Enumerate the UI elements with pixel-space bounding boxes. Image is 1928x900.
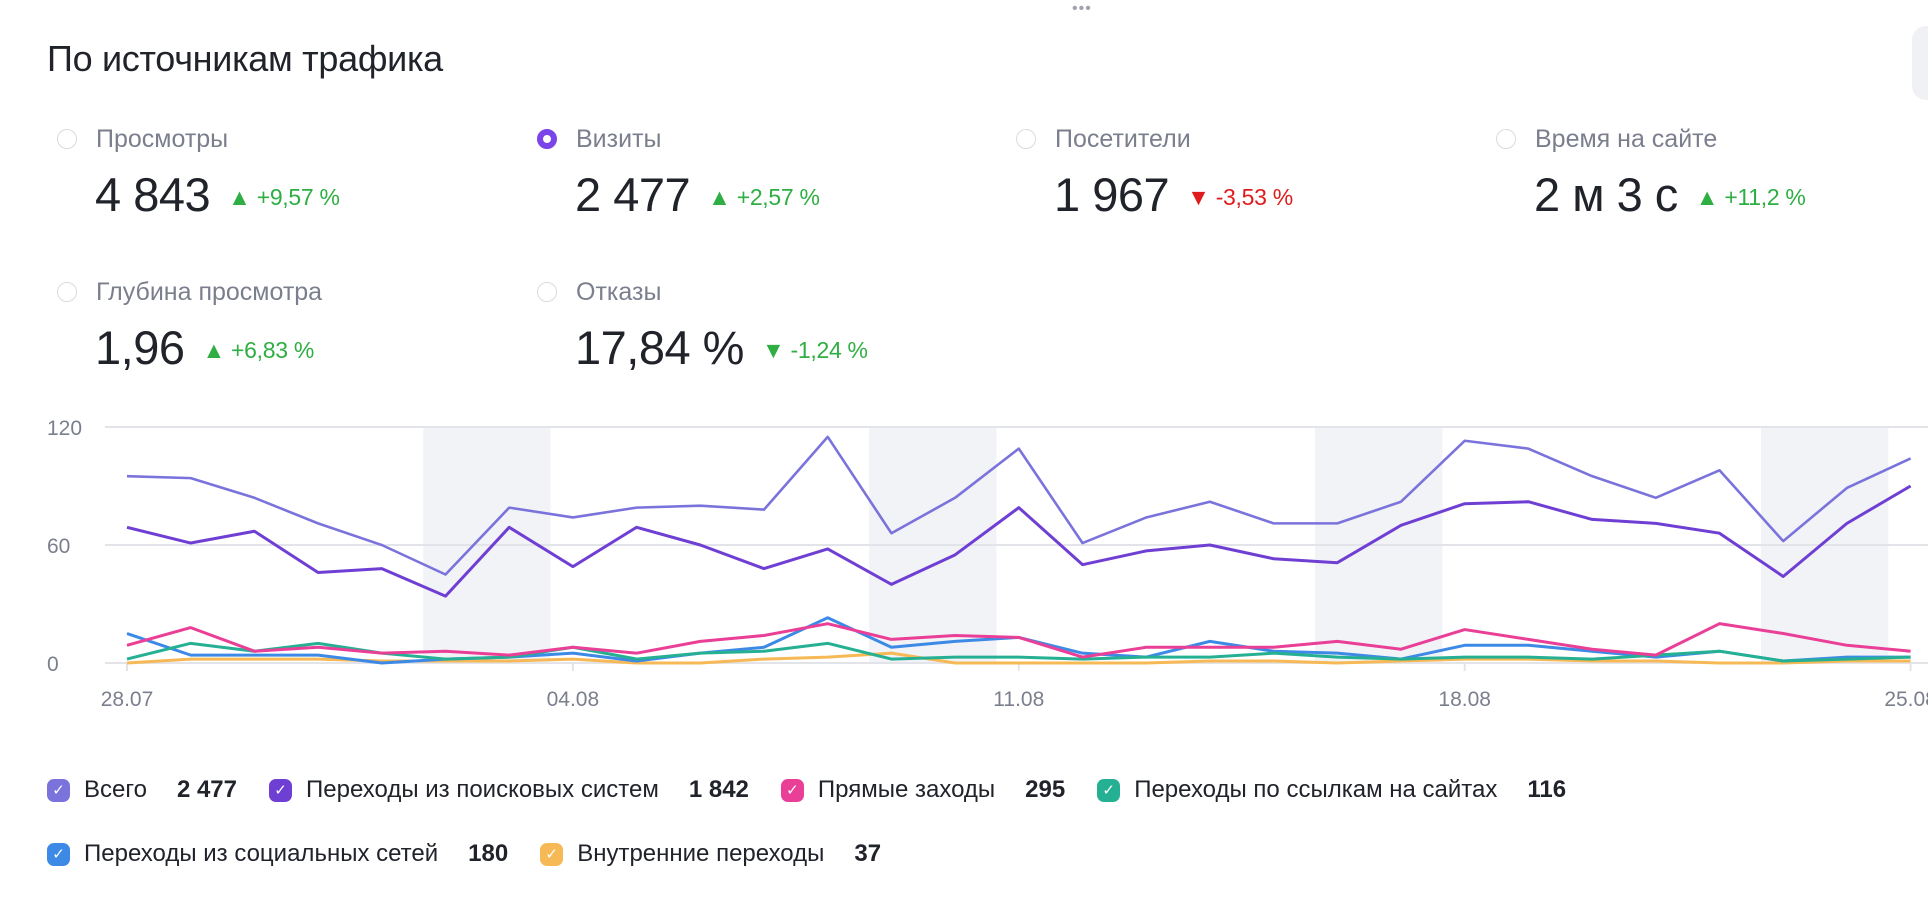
metric-label: Визиты [576,125,662,153]
legend-total: 37 [854,840,882,867]
metric-value-wrap: 17,84 % ▼ -1,24 % [575,320,868,375]
metric-radio[interactable] [1016,129,1036,149]
side-panel-button[interactable] [1912,26,1928,100]
legend-label: Всего [84,776,147,803]
metric-value-wrap: 2 477 ▲ +2,57 % [575,167,820,222]
metric-value-wrap: 2 м 3 с ▲ +11,2 % [1534,167,1806,222]
y-tick-label: 60 [47,535,70,558]
legend-total: 295 [1025,776,1066,803]
metric-value: 2 м 3 с [1534,168,1678,221]
legend-item[interactable]: ✓ Прямые заходы 295 [780,776,1066,804]
metric-value: 1 967 [1054,168,1170,221]
metric-change-value: -3,53 % [1215,184,1293,210]
legend-row: ✓ Переходы из социальных сетей 180 ✓ Внутрен… [47,840,913,868]
y-tick-label: 120 [47,417,82,440]
metric-change-value: +11,2 % [1724,184,1806,210]
metric-change: ▲ +9,57 % [228,184,340,210]
drag-handle[interactable]: ••• [1072,0,1092,17]
metric-label: Просмотры [96,125,229,153]
legend-total: 180 [468,840,509,867]
legend-item[interactable]: ✓ Переходы из социальных сетей 180 [47,840,508,868]
legend-label: Переходы по ссылкам на сайтах [1134,776,1498,803]
metric-radio[interactable] [537,129,557,149]
metric-change: ▲ +6,83 % [202,337,314,363]
legend-label: Переходы из социальных сетей [84,840,439,867]
legend-total: 1 842 [688,776,749,803]
arrow-up-icon: ▲ [228,184,251,210]
arrow-up-icon: ▲ [202,337,225,363]
page-title: По источникам трафика [47,38,443,79]
metric-change: ▲ +2,57 % [708,184,820,210]
metric-radio[interactable] [1496,129,1516,149]
x-tick-label: 04.08 [547,688,600,711]
legend-item[interactable]: ✓ Всего 2 477 [47,776,237,804]
metric-radio[interactable] [57,282,77,302]
checkbox-checked-icon[interactable]: ✓ [780,778,804,802]
metric-value-wrap: 4 843 ▲ +9,57 % [95,167,340,222]
series-line [126,484,1912,598]
y-tick-label: 0 [47,653,59,676]
metric-label: Время на сайте [1535,125,1718,153]
metric-change-value: +6,83 % [231,337,314,363]
metric-radio[interactable] [537,282,557,302]
legend-item[interactable]: ✓ Переходы из поисковых систем 1 842 [269,776,749,804]
x-tick-label: 11.08 [993,688,1044,711]
metric-value-wrap: 1 967 ▼ -3,53 % [1054,167,1293,222]
traffic-line-chart: 0 60 120 28.07 04.08 11.08 18.08 25.08 [47,417,1928,711]
metric-label: Глубина просмотра [96,278,323,306]
legend-total: 2 477 [176,776,237,803]
metric-value-wrap: 1,96 ▲ +6,83 % [95,320,314,375]
checkbox-checked-icon[interactable]: ✓ [540,842,564,866]
checkbox-checked-icon[interactable]: ✓ [47,778,70,802]
arrow-up-icon: ▲ [1695,184,1719,210]
metric-value: 17,84 % [575,321,744,374]
metric-change-value: +2,57 % [736,184,820,210]
metric-label: Отказы [576,278,662,306]
checkbox-checked-icon[interactable]: ✓ [47,842,70,866]
x-tick-label: 25.08 [1884,688,1928,711]
arrow-up-icon: ▲ [708,184,731,210]
legend-label: Прямые заходы [817,776,996,803]
legend-label: Переходы из поисковых систем [306,776,659,803]
legend-total: 116 [1527,776,1567,803]
metric-label: Посетители [1055,125,1191,153]
x-tick-label: 18.08 [1438,688,1491,711]
checkbox-checked-icon[interactable]: ✓ [269,778,292,802]
checkbox-checked-icon[interactable]: ✓ [1097,778,1121,802]
metric-change-value: -1,24 % [790,337,868,363]
metric-value: 1,96 [95,321,185,374]
metric-change: ▲ +11,2 % [1696,184,1806,210]
metric-change-value: +9,57 % [256,184,340,210]
series-line [126,622,1911,659]
metric-value: 2 477 [575,168,691,221]
legend-item[interactable]: ✓ Переходы по ссылкам на сайтах 116 [1097,776,1566,804]
legend-label: Внутренние переходы [577,840,825,867]
x-tick-label: 28.07 [101,688,154,711]
legend-row: ✓ Всего 2 477 ✓ Переходы из поисковых систем… [47,776,1598,804]
series-line [126,435,1912,576]
arrow-down-icon: ▼ [761,337,785,363]
metric-radio[interactable] [57,129,77,149]
metric-change: ▼ -1,24 % [762,337,868,363]
metric-value: 4 843 [95,168,211,221]
legend-item[interactable]: ✓ Внутренние переходы 37 [540,840,881,868]
metric-change: ▼ -3,53 % [1187,184,1293,210]
arrow-down-icon: ▼ [1187,184,1210,210]
